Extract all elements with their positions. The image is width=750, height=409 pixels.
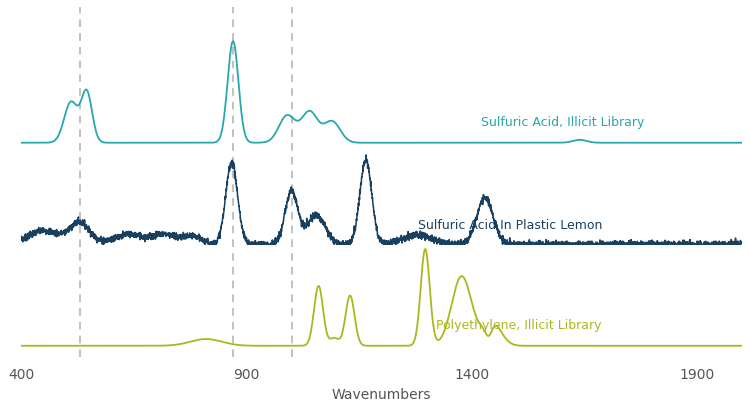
Text: Polyethylene, Illicit Library: Polyethylene, Illicit Library [436, 318, 601, 331]
Text: Sulfuric Acid, Illicit Library: Sulfuric Acid, Illicit Library [481, 116, 644, 128]
X-axis label: Wavenumbers: Wavenumbers [332, 387, 431, 401]
Text: Sulfuric Acid In Plastic Lemon: Sulfuric Acid In Plastic Lemon [418, 219, 602, 232]
